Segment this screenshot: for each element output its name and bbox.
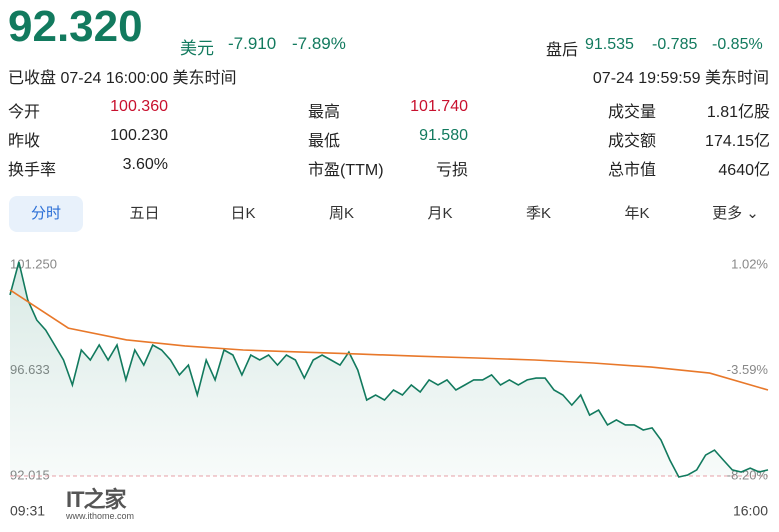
- tab[interactable]: 日K: [230, 205, 256, 222]
- stat-value: 亏损: [435, 162, 468, 179]
- tab[interactable]: 季K: [525, 205, 551, 222]
- stat-value: 1.81亿股: [706, 104, 770, 121]
- change: -7.910: [228, 34, 277, 53]
- chart: 92.01596.633101.250-8.20%-3.59%1.02%09:3…: [9, 256, 769, 519]
- tab[interactable]: 年K: [624, 205, 650, 222]
- price: 92.320: [8, 2, 143, 51]
- stat-label: 换手率: [8, 162, 57, 179]
- status: 已收盘 07-24 16:00:00 美东时间: [8, 70, 237, 87]
- after-change: -0.785: [652, 36, 698, 53]
- tab[interactable]: 更多 ⌄: [712, 205, 759, 222]
- stat-value: 174.15亿: [705, 133, 770, 150]
- tab[interactable]: 分时: [9, 196, 83, 232]
- area: [10, 262, 768, 477]
- y2-tick-label: -3.59%: [727, 362, 769, 377]
- stat-label: 今开: [8, 104, 41, 121]
- tab[interactable]: 五日: [129, 205, 160, 222]
- stat-value: 4640亿: [718, 162, 770, 179]
- stat-label: 成交额: [608, 133, 657, 150]
- stat-value: 100.230: [110, 127, 168, 144]
- tab[interactable]: 月K: [427, 205, 453, 222]
- stat-label: 总市值: [608, 162, 657, 179]
- stat-value: 100.360: [110, 98, 168, 115]
- watermark-url: www.ithome.com: [66, 511, 135, 521]
- change-pct: -7.89%: [292, 34, 346, 53]
- stat-value: 101.740: [410, 98, 468, 115]
- x-tick-label: 16:00: [733, 503, 768, 519]
- stat-label: 市盈(TTM): [308, 162, 384, 179]
- stat-value: 3.60%: [122, 156, 168, 173]
- stat-label: 成交量: [608, 104, 657, 121]
- after-price: 91.535: [585, 36, 634, 53]
- x-tick-label: 09:31: [10, 503, 45, 519]
- y-tick-label: 101.250: [10, 256, 57, 271]
- stat-label: 最低: [308, 133, 341, 150]
- after-time: 07-24 19:59:59 美东时间: [592, 70, 769, 87]
- after-pct: -0.85%: [712, 36, 763, 53]
- stat-label: 昨收: [8, 133, 41, 150]
- line: [9, 289, 769, 391]
- after-label: 盘后: [546, 42, 579, 59]
- currency: 美元: [180, 39, 214, 58]
- tab[interactable]: 周K: [328, 205, 354, 222]
- watermark-logo: IT之家: [66, 487, 127, 512]
- y2-tick-label: 1.02%: [731, 256, 768, 271]
- stat-label: 最高: [308, 104, 341, 121]
- stat-value: 91.580: [419, 127, 468, 144]
- line: [9, 261, 769, 478]
